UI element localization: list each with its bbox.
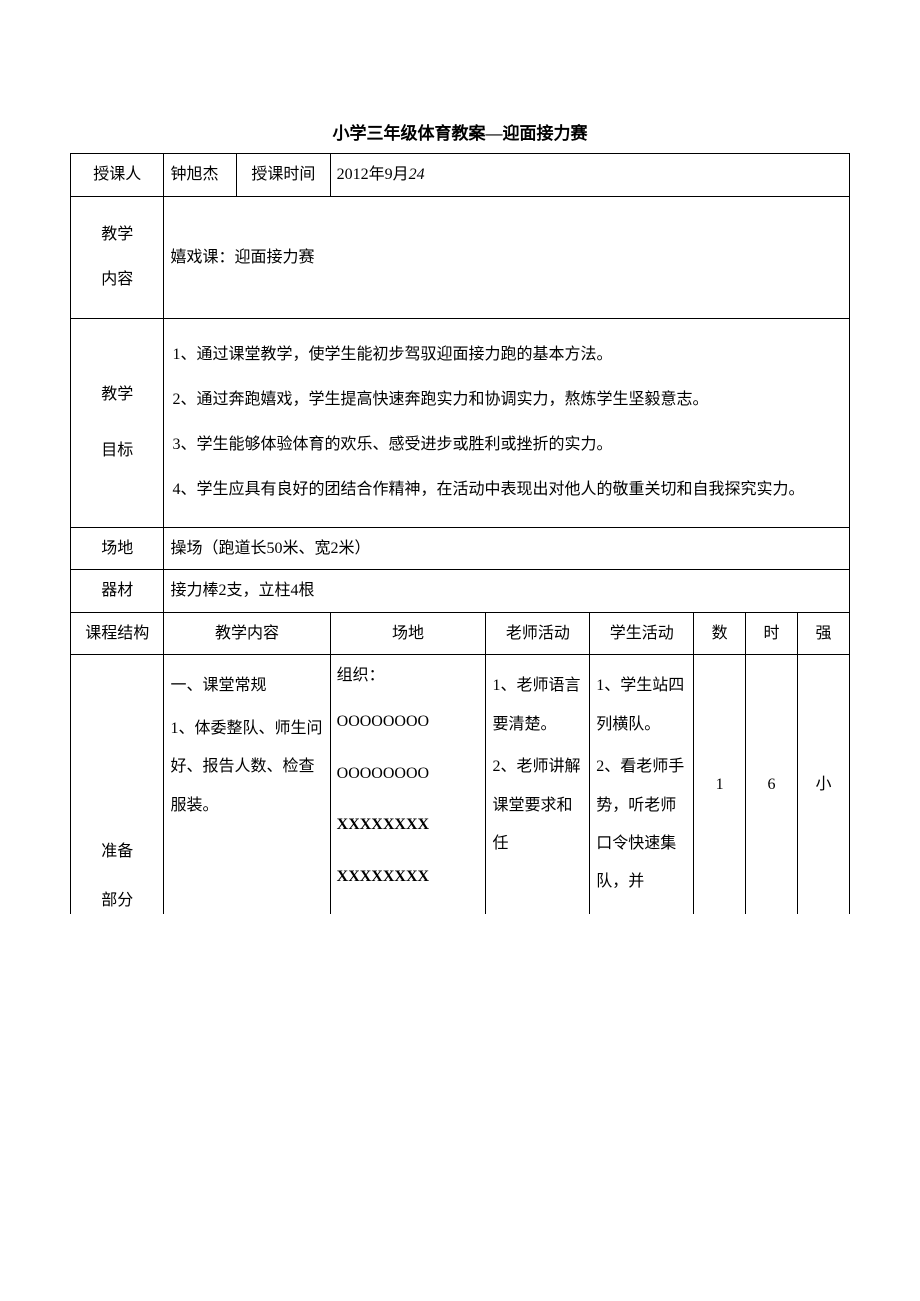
goals-label-l1: 教学 (77, 382, 157, 408)
time-label: 授课时间 (237, 154, 330, 197)
teaching-content-label: 教学 内容 (71, 196, 164, 319)
venue-label: 场地 (71, 527, 164, 570)
teaching-goals-value: 1、通过课堂教学，使学生能初步驾驭迎面接力跑的基本方法。 2、通过奔跑嬉戏，学生… (164, 319, 850, 527)
lesson-content-cell: 一、课堂常规 1、体委整队、师生问好、报告人数、检查服装。 (164, 655, 330, 914)
col-time: 时 (746, 612, 798, 655)
venue-l3: OOOOOOOO (337, 761, 480, 787)
teacher-activity-cell: 1、老师语言要清楚。 2、老师讲解课堂要求和任 (486, 655, 590, 914)
venue-formation-cell: 组织： OOOOOOOO OOOOOOOO XXXXXXXX XXXXXXXX (330, 655, 486, 914)
structure-l2: 部分 (77, 888, 157, 914)
teaching-content-row: 教学 内容 嬉戏课：迎面接力赛 (71, 196, 850, 319)
col-structure: 课程结构 (71, 612, 164, 655)
content-label-l2: 内容 (77, 258, 157, 303)
student-activity-cell: 1、学生站四列横队。 2、看老师手势，听老师口令快速集队，并 (590, 655, 694, 914)
col-teacher: 老师活动 (486, 612, 590, 655)
content-label-l1: 教学 (77, 213, 157, 258)
venue-value: 操场（跑道长50米、宽2米） (164, 527, 850, 570)
schedule-header-row: 课程结构 教学内容 场地 老师活动 学生活动 数 时 强 (71, 612, 850, 655)
venue-l2: OOOOOOOO (337, 709, 480, 735)
col-venue: 场地 (330, 612, 486, 655)
teaching-content-value: 嬉戏课：迎面接力赛 (164, 196, 850, 319)
instructor-name: 钟旭杰 (164, 154, 237, 197)
lesson-content-l1: 一、课堂常规 (170, 667, 323, 705)
teacher-l2: 2、老师讲解课堂要求和任 (492, 748, 583, 863)
instructor-row: 授课人 钟旭杰 授课时间 2012年9月24 (71, 154, 850, 197)
goals-label-l2: 目标 (77, 438, 157, 464)
time-value: 2012年9月 (337, 166, 409, 183)
col-intensity: 强 (798, 612, 850, 655)
col-count: 数 (694, 612, 746, 655)
student-l2: 2、看老师手势，听老师口令快速集队，并 (596, 748, 687, 902)
venue-l5: XXXXXXXX (337, 864, 480, 890)
venue-l1: 组织： (337, 663, 480, 689)
col-student: 学生活动 (590, 612, 694, 655)
teacher-l1: 1、老师语言要清楚。 (492, 667, 583, 744)
schedule-row-1: 准备 部分 一、课堂常规 1、体委整队、师生问好、报告人数、检查服装。 组织： … (71, 655, 850, 914)
venue-l4: XXXXXXXX (337, 812, 480, 838)
equipment-value: 接力棒2支，立柱4根 (164, 570, 850, 613)
goal-4: 4、学生应具有良好的团结合作精神，在活动中表现出对他人的敬重关切和自我探究实力。 (172, 468, 841, 513)
lesson-content-l2: 1、体委整队、师生问好、报告人数、检查服装。 (170, 710, 323, 825)
document-title: 小学三年级体育教案—迎面接力赛 (70, 120, 850, 147)
col-content: 教学内容 (164, 612, 330, 655)
teaching-goals-label: 教学 目标 (71, 319, 164, 527)
structure-cell: 准备 部分 (71, 655, 164, 914)
goal-1: 1、通过课堂教学，使学生能初步驾驭迎面接力跑的基本方法。 (172, 333, 841, 378)
equipment-row: 器材 接力棒2支，立柱4根 (71, 570, 850, 613)
count-cell: 1 (694, 655, 746, 914)
goal-2: 2、通过奔跑嬉戏，学生提高快速奔跑实力和协调实力，熬炼学生坚毅意志。 (172, 378, 841, 423)
equipment-label: 器材 (71, 570, 164, 613)
time-day: 24 (409, 166, 425, 183)
intensity-cell: 小 (798, 655, 850, 914)
time-value-cell: 2012年9月24 (330, 154, 849, 197)
instructor-label: 授课人 (71, 154, 164, 197)
student-l1: 1、学生站四列横队。 (596, 667, 687, 744)
time-cell: 6 (746, 655, 798, 914)
structure-l1: 准备 (77, 839, 157, 865)
venue-row: 场地 操场（跑道长50米、宽2米） (71, 527, 850, 570)
lesson-plan-table: 授课人 钟旭杰 授课时间 2012年9月24 教学 内容 嬉戏课：迎面接力赛 教… (70, 153, 850, 914)
teaching-goals-row: 教学 目标 1、通过课堂教学，使学生能初步驾驭迎面接力跑的基本方法。 2、通过奔… (71, 319, 850, 527)
goal-3: 3、学生能够体验体育的欢乐、感受进步或胜利或挫折的实力。 (172, 423, 841, 468)
